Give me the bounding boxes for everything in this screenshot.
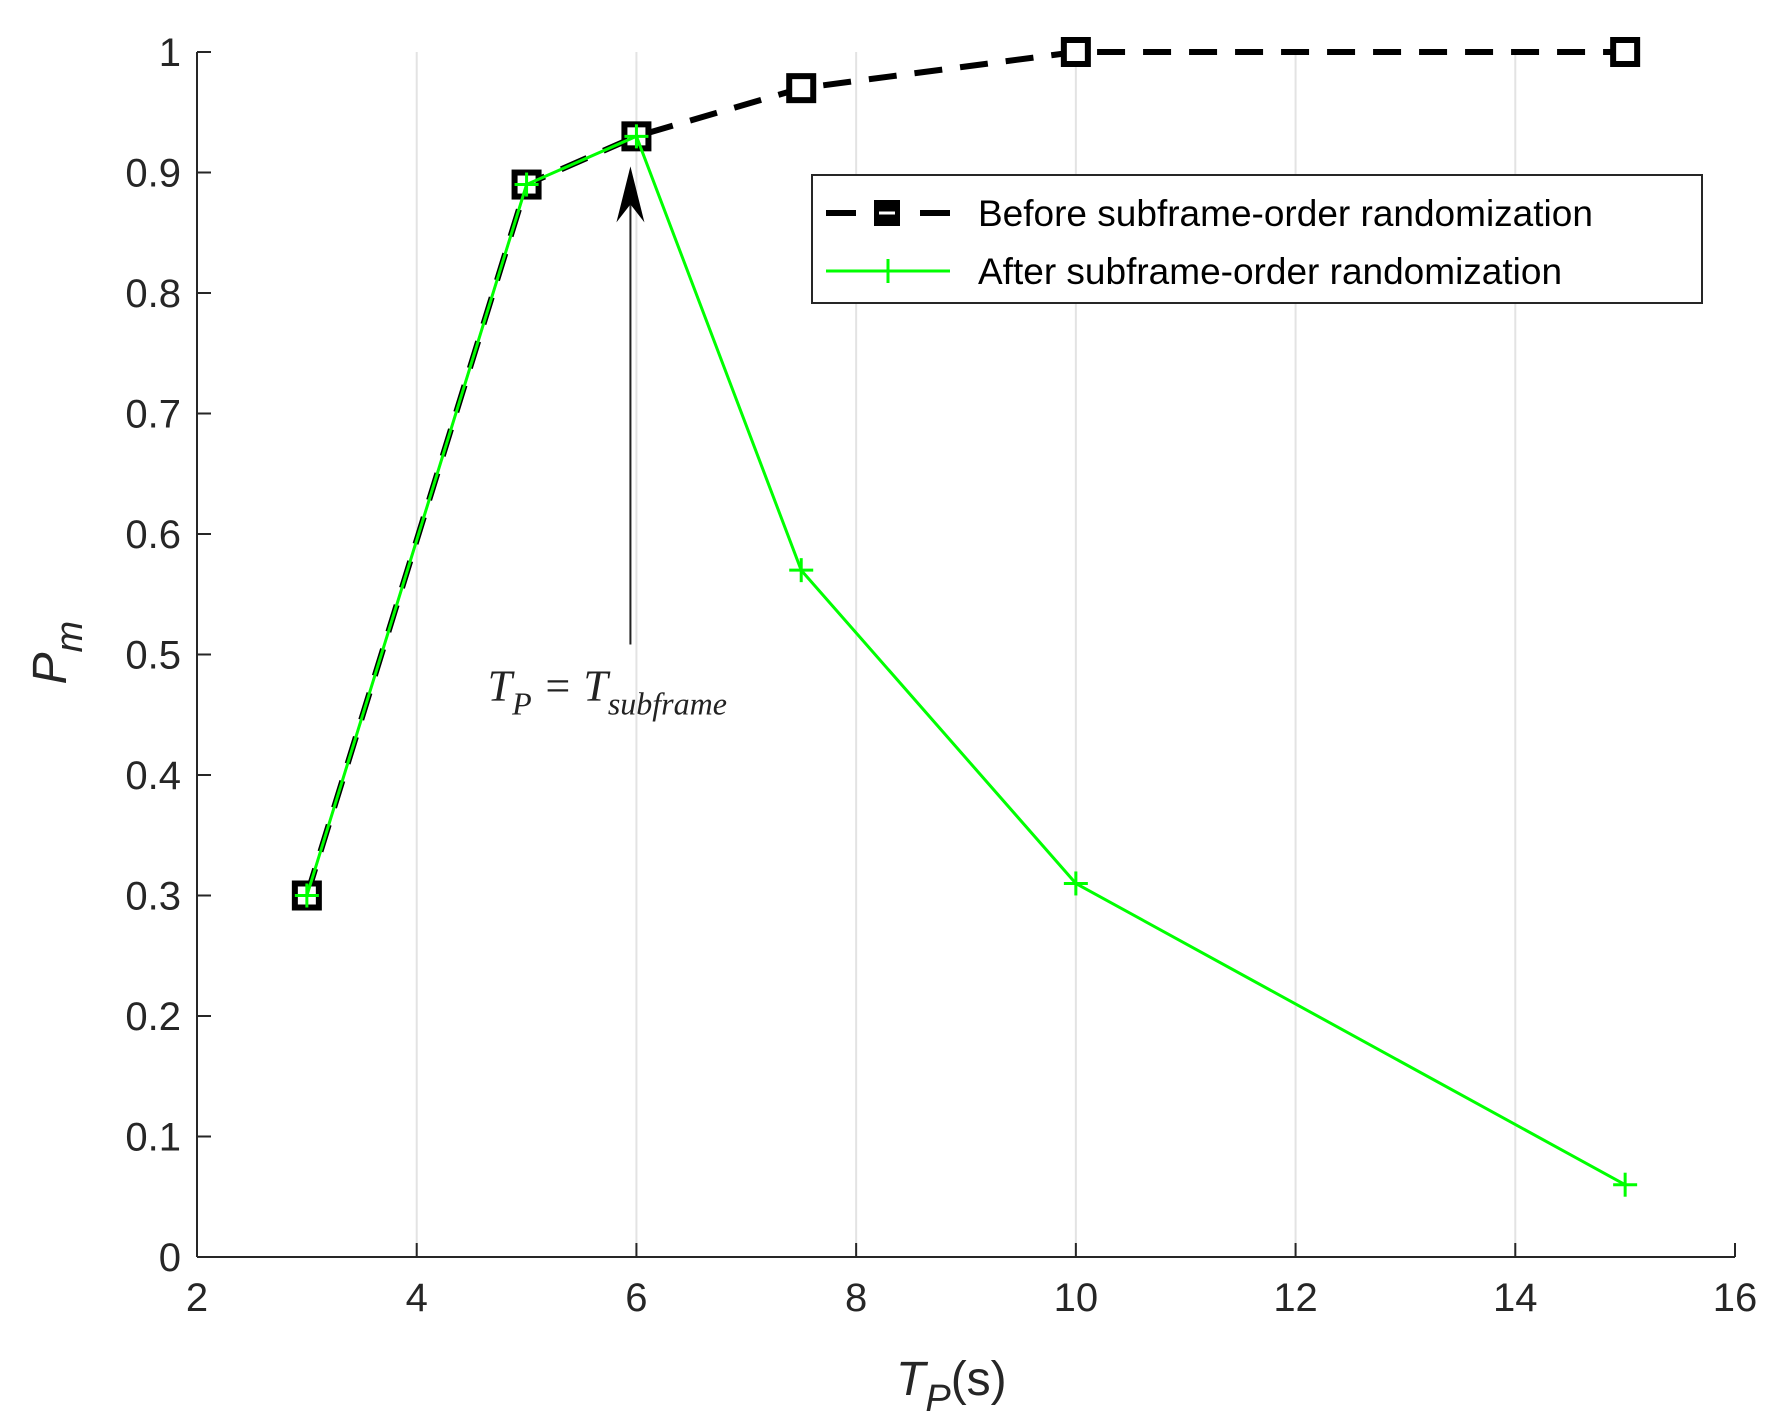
x-tick-label: 12 bbox=[1273, 1276, 1318, 1320]
legend-item-2: After subframe-order randomization bbox=[826, 251, 1562, 292]
plus-marker bbox=[624, 124, 649, 149]
series-lines bbox=[291, 37, 1641, 1197]
annotation-arrow-head bbox=[616, 166, 645, 223]
x-tick-label: 10 bbox=[1054, 1276, 1099, 1320]
y-tick-label: 0.4 bbox=[125, 754, 181, 798]
y-tick-label: 0.7 bbox=[125, 393, 181, 437]
y-tick-label: 0 bbox=[159, 1236, 181, 1280]
axes: 2 4 6 8 10 12 14 16 0 0.1 0.2 0.3 0.4 0.5 0.6 0.7 0.8 0.9… bbox=[125, 31, 1757, 1320]
y-tick-label: 0.3 bbox=[125, 875, 181, 919]
legend-item-1: Before subframe-order randomization bbox=[826, 193, 1593, 234]
legend-label: Before subframe-order randomization bbox=[978, 193, 1593, 234]
x-tick-label: 2 bbox=[186, 1276, 208, 1320]
legend: Before subframe-order randomization After… bbox=[811, 174, 1703, 304]
annotation-text: TP = Tsubframe bbox=[488, 662, 727, 722]
y-axis-label: Pm bbox=[24, 621, 91, 685]
plus-marker bbox=[294, 883, 319, 908]
x-tick-label: 6 bbox=[625, 1276, 647, 1320]
y-tick-label: 0.8 bbox=[125, 272, 181, 316]
plus-marker bbox=[1613, 1172, 1638, 1197]
annotation: TP = Tsubframe bbox=[488, 166, 727, 722]
y-tick-label: 0.1 bbox=[125, 1116, 181, 1160]
x-tick-label: 4 bbox=[406, 1276, 428, 1320]
plus-marker bbox=[876, 259, 900, 283]
square-marker bbox=[1060, 37, 1091, 67]
plus-marker bbox=[514, 172, 539, 197]
y-tick-label: 0.2 bbox=[125, 995, 181, 1039]
legend-label: After subframe-order randomization bbox=[978, 251, 1562, 292]
plus-marker bbox=[789, 558, 814, 583]
y-tick-label: 0.6 bbox=[125, 513, 181, 557]
x-tick-label: 8 bbox=[845, 1276, 867, 1320]
y-tick-label: 0.9 bbox=[125, 152, 181, 196]
square-marker bbox=[786, 73, 817, 104]
axis-labels: TP(s) Pm bbox=[24, 621, 1007, 1420]
plus-marker bbox=[1063, 871, 1088, 896]
legend-box bbox=[811, 174, 1703, 304]
x-tick-label: 16 bbox=[1713, 1276, 1758, 1320]
series-line bbox=[305, 134, 1626, 1187]
x-axis-label: TP(s) bbox=[896, 1353, 1007, 1420]
series-2 bbox=[294, 124, 1638, 1197]
square-marker bbox=[1610, 37, 1641, 67]
x-tick-label: 14 bbox=[1493, 1276, 1538, 1320]
y-tick-label: 0.5 bbox=[125, 634, 181, 678]
series-1 bbox=[291, 37, 1641, 911]
y-tick-label: 1 bbox=[159, 31, 181, 75]
